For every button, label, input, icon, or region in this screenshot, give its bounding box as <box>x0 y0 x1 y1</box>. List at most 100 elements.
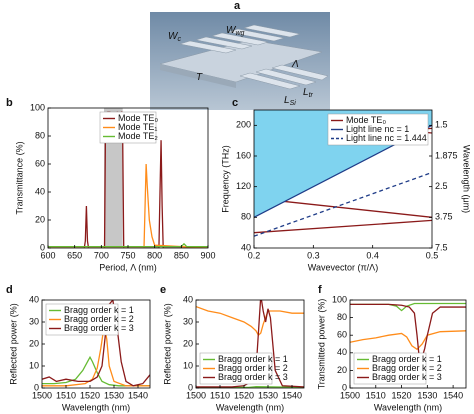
x-tick-label: 1540 <box>128 390 148 400</box>
legend-label: Mode TE₀ <box>118 113 158 123</box>
legend-label: Mode TE₀ <box>346 115 386 125</box>
y2-tick-label: 7.5 <box>435 242 448 252</box>
annotation: Wwg <box>226 25 245 37</box>
y-tick-label: 20 <box>35 214 45 224</box>
y2-axis-label: Wavelength (μm) <box>462 145 472 213</box>
y-tick-label: 40 <box>183 294 193 304</box>
legend-label: Bragg order k = 1 <box>372 354 442 364</box>
annotation: T <box>196 72 203 83</box>
series-line <box>42 324 150 387</box>
x-tick-label: 1530 <box>417 390 437 400</box>
annotation: Λ <box>291 59 299 70</box>
x-tick-label: 1520 <box>234 390 254 400</box>
series-line <box>254 171 432 237</box>
x-tick-label: 1520 <box>392 390 412 400</box>
series-line <box>196 300 304 388</box>
x-tick-label: 1500 <box>32 390 52 400</box>
legend-label: Light line nc = 1 <box>346 124 409 134</box>
x-tick-label: 600 <box>40 250 55 260</box>
plot-area <box>196 300 304 388</box>
legend-label: Bragg order k = 2 <box>218 363 288 373</box>
x-tick-label: 1530 <box>104 390 124 400</box>
series-line <box>42 355 150 387</box>
y-tick-label: 80 <box>241 212 251 222</box>
annotation: LSi <box>284 95 296 107</box>
y-tick-label: 60 <box>35 158 45 168</box>
annotation: Ltr <box>303 87 314 99</box>
x-tick-label: 1540 <box>282 390 302 400</box>
x-tick-label: 650 <box>67 250 82 260</box>
annotation-main: L <box>303 87 309 98</box>
y-tick-label: 30 <box>183 316 193 326</box>
annotation-sub: c <box>177 36 181 43</box>
x-tick-label: 850 <box>174 250 189 260</box>
annotation-main: W <box>226 25 237 36</box>
x-tick-label: 900 <box>200 250 215 260</box>
x-tick-label: 1500 <box>186 390 206 400</box>
x-tick-label: 1510 <box>366 390 386 400</box>
y-tick-label: 200 <box>236 120 251 130</box>
y-tick-label: 100 <box>332 294 347 304</box>
y-tick-label: 40 <box>35 186 45 196</box>
panel-label: d <box>6 284 13 296</box>
x-tick-label: 1500 <box>340 390 360 400</box>
y-tick-label: 10 <box>29 360 39 370</box>
series-line <box>196 305 304 337</box>
panel-label: e <box>160 284 166 296</box>
x-tick-label: 1530 <box>258 390 278 400</box>
legend-label: Bragg order k = 3 <box>372 372 442 382</box>
legend-label: Bragg order k = 1 <box>218 354 288 364</box>
annotation-main: Λ <box>291 59 299 70</box>
grating-teeth <box>179 24 329 90</box>
y-tick-label: 0 <box>34 382 39 392</box>
y2-tick-label: 1.5 <box>435 120 448 130</box>
x-tick-label: 0.3 <box>307 250 320 260</box>
panel-a-image <box>150 12 330 110</box>
x-tick-label: 800 <box>147 250 162 260</box>
y-axis-label: Reflected power (%) <box>162 303 172 385</box>
x-tick-label: 750 <box>120 250 135 260</box>
annotation-sub: wg <box>235 30 244 37</box>
y-tick-label: 0 <box>342 382 347 392</box>
annotation-main: T <box>196 72 203 83</box>
x-tick-label: 1510 <box>56 390 76 400</box>
x-axis-label: Wavelength (nm) <box>62 402 130 412</box>
annotation-sub: tr <box>309 92 314 99</box>
panel-label: f <box>318 284 322 296</box>
x-tick-label: 1540 <box>443 390 463 400</box>
y-tick-label: 40 <box>241 242 251 252</box>
panel-label: c <box>232 97 238 109</box>
annotation-main: W <box>168 31 179 42</box>
x-tick-label: 0.4 <box>366 250 379 260</box>
y-tick-label: 60 <box>337 330 347 340</box>
y-tick-label: 0 <box>40 242 45 252</box>
y-tick-label: 80 <box>35 130 45 140</box>
y-tick-label: 120 <box>236 181 251 191</box>
legend-label: Bragg order k = 3 <box>218 372 288 382</box>
x-tick-label: 0.2 <box>248 250 261 260</box>
legend-label: Bragg order k = 3 <box>64 323 134 333</box>
legend-label: Bragg order k = 1 <box>64 305 134 315</box>
y-axis-label: Transmitted power (%) <box>316 299 326 390</box>
y-axis-label: Reflected power (%) <box>8 303 18 385</box>
y-tick-label: 0 <box>188 382 193 392</box>
x-axis-label: Wavelength (nm) <box>374 402 442 412</box>
y-tick-label: 10 <box>183 360 193 370</box>
y-tick-label: 80 <box>337 312 347 322</box>
x-axis-label: Wavevector (π/Λ) <box>308 262 378 272</box>
legend-box <box>327 113 429 146</box>
y-tick-label: 20 <box>183 338 193 348</box>
axes-frame <box>253 109 433 249</box>
x-tick-label: 0.5 <box>426 250 439 260</box>
series-line <box>48 163 208 248</box>
annotation: Wc <box>168 31 181 43</box>
y2-tick-label: 3.75 <box>435 212 453 222</box>
x-tick-label: 1520 <box>80 390 100 400</box>
series-line <box>350 330 466 351</box>
legend-label: Mode TE₂ <box>118 131 158 141</box>
x-axis-label: Period, Λ (nm) <box>99 262 157 272</box>
x-tick-label: 700 <box>94 250 109 260</box>
panel-label: b <box>6 97 13 109</box>
y-tick-label: 40 <box>29 294 39 304</box>
